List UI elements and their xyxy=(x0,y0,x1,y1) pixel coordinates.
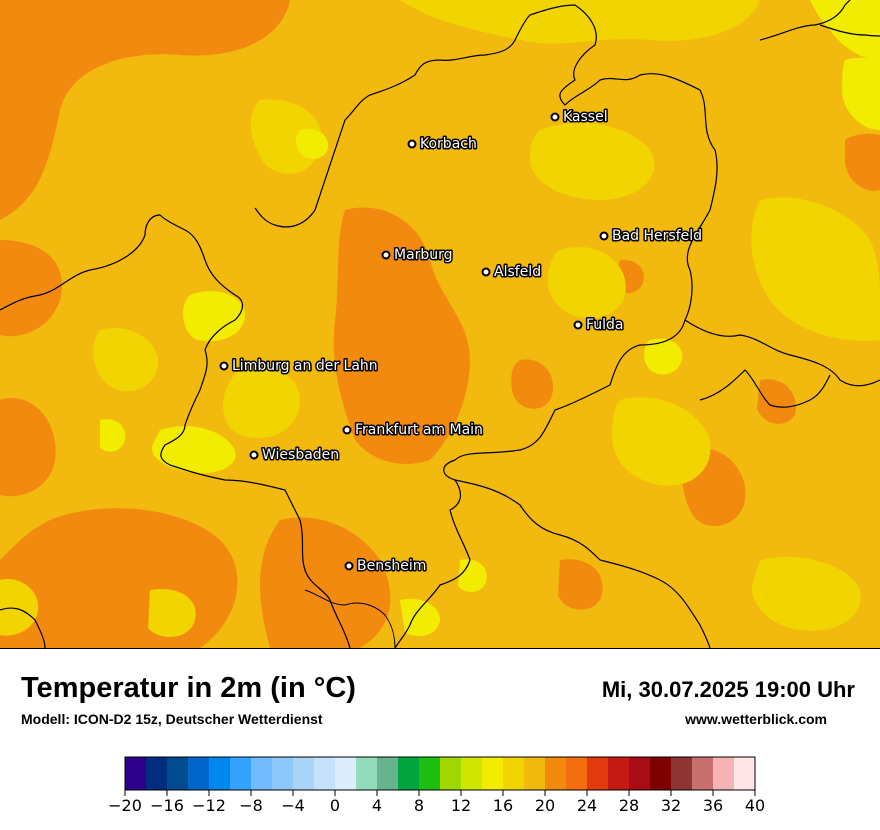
legend-swatch xyxy=(335,757,357,790)
city-dot xyxy=(599,231,609,241)
city-label: Fulda xyxy=(586,317,624,333)
temperature-map: Kassel Korbach Bad Hersfeld Marburg Alsfeld F… xyxy=(0,0,880,649)
city-label: Korbach xyxy=(420,136,477,152)
city-dot xyxy=(381,250,391,260)
temp-zone-18-20 xyxy=(100,0,880,637)
legend-swatch xyxy=(209,757,231,790)
legend-tick-label: −20 xyxy=(108,796,142,815)
city-dot xyxy=(342,425,352,435)
legend-swatch xyxy=(251,757,273,790)
legend-swatch xyxy=(293,757,315,790)
legend-tick-label: 28 xyxy=(619,796,639,815)
city-dot xyxy=(219,361,229,371)
city-dot xyxy=(550,112,560,122)
city-frankfurt-am-main: Frankfurt am Main xyxy=(342,421,484,440)
legend-tick-label: −8 xyxy=(239,796,263,815)
legend-swatch xyxy=(230,757,252,790)
legend-tick-label: 24 xyxy=(577,796,597,815)
city-label: Bad Hersfeld xyxy=(612,228,702,244)
city-marburg: Marburg xyxy=(381,246,454,265)
city-dot xyxy=(481,267,491,277)
state-border-hesse xyxy=(0,4,718,648)
city-label: Wiesbaden xyxy=(262,447,339,463)
legend-swatch xyxy=(482,757,504,790)
legend-swatch xyxy=(398,757,420,790)
city-kassel: Kassel xyxy=(550,108,609,127)
legend-tick-label: 20 xyxy=(535,796,555,815)
legend-swatch xyxy=(692,757,714,790)
city-label: Alsfeld xyxy=(494,264,541,280)
legend-tick-label: −16 xyxy=(150,796,184,815)
legend-tick-label: 0 xyxy=(330,796,340,815)
city-label: Bensheim xyxy=(357,558,426,574)
city-dot xyxy=(344,561,354,571)
city-markers: Kassel Korbach Bad Hersfeld Marburg Alsfeld F… xyxy=(219,108,704,576)
legend-frame xyxy=(124,756,756,791)
city-label: Limburg an der Lahn xyxy=(232,358,378,374)
forecast-datetime: Mi, 30.07.2025 19:00 Uhr xyxy=(601,677,855,702)
temp-zone-22-24 xyxy=(0,0,880,648)
city-limburg-an-der-lahn: Limburg an der Lahn xyxy=(219,357,379,376)
temp-zone-16-18 xyxy=(0,0,880,638)
border-southwest xyxy=(0,607,46,648)
state-border-south xyxy=(454,479,711,648)
border-northeast xyxy=(759,0,880,41)
city-label: Kassel xyxy=(563,109,608,125)
website-url[interactable]: www.wetterblick.com xyxy=(685,711,827,727)
legend-swatch xyxy=(566,757,588,790)
city-alsfeld: Alsfeld xyxy=(481,263,543,282)
city-dot xyxy=(249,450,259,460)
legend-tick-label: −4 xyxy=(281,796,305,815)
legend-swatch xyxy=(545,757,567,790)
legend-swatch xyxy=(272,757,294,790)
state-border-east xyxy=(684,319,880,387)
city-bad-hersfeld: Bad Hersfeld xyxy=(599,227,704,246)
city-dot xyxy=(407,139,417,149)
city-dot xyxy=(573,320,583,330)
city-label: Frankfurt am Main xyxy=(355,422,483,438)
legend-tick-label: 32 xyxy=(661,796,681,815)
legend-tick-label: −12 xyxy=(192,796,226,815)
legend-tick-label: 8 xyxy=(414,796,424,815)
legend-swatch xyxy=(440,757,462,790)
city-label: Marburg xyxy=(394,247,453,263)
map-title: Temperatur in 2m (in °C) xyxy=(21,672,356,704)
legend-swatch xyxy=(608,757,630,790)
border-river-south xyxy=(304,589,396,648)
legend-swatch xyxy=(419,757,441,790)
legend-tick-label: 16 xyxy=(493,796,513,815)
legend-swatch xyxy=(314,757,336,790)
model-info: Modell: ICON-D2 15z, Deutscher Wetterdie… xyxy=(21,711,323,727)
legend-swatch xyxy=(503,757,525,790)
legend-tick-label: 36 xyxy=(703,796,723,815)
legend-swatch xyxy=(377,757,399,790)
legend-swatch xyxy=(356,757,378,790)
legend-swatch xyxy=(167,757,189,790)
legend-swatch xyxy=(461,757,483,790)
city-bensheim: Bensheim xyxy=(344,557,428,576)
legend-swatch xyxy=(650,757,672,790)
border-east-lower xyxy=(699,369,831,408)
legend-tick-label: 40 xyxy=(745,796,765,815)
legend-swatch xyxy=(188,757,210,790)
city-fulda: Fulda xyxy=(573,316,625,335)
legend-swatch xyxy=(524,757,546,790)
legend-tick-label: 12 xyxy=(451,796,471,815)
legend-swatch xyxy=(587,757,609,790)
legend-swatch xyxy=(671,757,693,790)
legend-swatch xyxy=(734,757,756,790)
temperature-legend: −20 −16 −12 −8 −4 0 4 8 12 16 20 24 28 32 36 40 xyxy=(108,756,765,815)
state-border-north-west xyxy=(254,119,346,228)
legend-swatch xyxy=(629,757,651,790)
legend-tick-label: 4 xyxy=(372,796,382,815)
legend-swatch xyxy=(125,757,147,790)
city-wiesbaden: Wiesbaden xyxy=(249,446,341,465)
legend-swatch xyxy=(713,757,735,790)
legend-swatch xyxy=(146,757,168,790)
city-korbach: Korbach xyxy=(407,135,478,154)
